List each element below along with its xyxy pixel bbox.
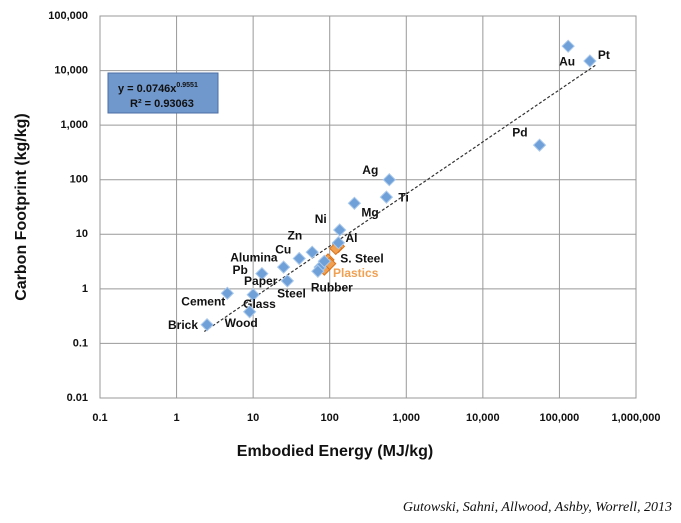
- point: [292, 251, 306, 266]
- plot-frame: [99, 15, 637, 399]
- point-label: Ni: [315, 212, 327, 226]
- point: [305, 245, 319, 259]
- y-tick-label: 100,000: [48, 10, 88, 22]
- point-label: Au: [559, 54, 575, 68]
- y-tick-label: 0.01: [67, 392, 88, 404]
- equation: y = 0.0746x0.9551: [118, 82, 198, 95]
- point-label: Alumina: [230, 250, 278, 264]
- point-label: Pb: [233, 263, 248, 277]
- point: [331, 236, 346, 250]
- point-label: Wood: [225, 316, 258, 330]
- point: [561, 39, 575, 53]
- x-tick-label: 100,000: [540, 412, 580, 424]
- equation-text: y = 0.0746x: [118, 83, 177, 95]
- point-label: Al: [345, 231, 357, 245]
- point-label: Ti: [398, 190, 408, 204]
- point: [280, 274, 295, 288]
- point: [255, 266, 269, 281]
- point-label: Rubber: [311, 280, 353, 294]
- y-tick-label: 1,000: [60, 119, 88, 131]
- plastics-label: Plastics: [333, 266, 379, 280]
- x-tick-label: 10,000: [466, 412, 500, 424]
- source: Gutowski, Sahni, Allwood, Ashby, Worrell…: [403, 500, 672, 515]
- point-label: Cu: [275, 243, 291, 257]
- x-tick-label: 0.1: [92, 412, 107, 424]
- point-label: Ag: [362, 163, 378, 177]
- r-squared: R² = 0.93063: [130, 98, 194, 110]
- y-tick-label: 0.1: [73, 337, 88, 349]
- point-label: Cement: [181, 294, 225, 308]
- point-label: Pd: [512, 125, 527, 139]
- point-label: S. Steel: [340, 251, 383, 265]
- y-tick-label: 1: [82, 283, 88, 295]
- point-label: Zn: [287, 228, 302, 242]
- point: [332, 223, 347, 237]
- x-tick-label: 10: [247, 412, 259, 424]
- point: [317, 254, 332, 268]
- y-tick-label: 10,000: [54, 64, 88, 76]
- x-tick-label: 1,000: [393, 412, 421, 424]
- point: [242, 305, 257, 319]
- point-label: Steel: [277, 286, 306, 300]
- y-tick-label: 100: [70, 174, 88, 186]
- point: [276, 260, 291, 274]
- point: [583, 54, 597, 68]
- x-tick-label: 1,000,000: [612, 412, 661, 424]
- point-label: Brick: [168, 318, 198, 332]
- point: [200, 318, 214, 332]
- point: [246, 288, 260, 302]
- equation-exponent: 0.9551: [176, 82, 198, 89]
- point: [347, 196, 362, 210]
- y-tick-label: 10: [76, 228, 88, 240]
- x-tick-label: 1: [174, 412, 180, 424]
- y-axis-label: Carbon Footprint (kg/kg): [13, 113, 30, 301]
- point: [379, 190, 394, 204]
- point-label: Mg: [361, 205, 378, 219]
- point: [220, 286, 235, 300]
- x-tick-label: 100: [321, 412, 339, 424]
- point-label: Paper: [244, 274, 278, 288]
- equation-box: [107, 72, 219, 114]
- point: [311, 264, 325, 278]
- point-label: Pt: [598, 48, 610, 62]
- x-axis-label: Embodied Energy (MJ/kg): [237, 443, 433, 460]
- point: [532, 138, 547, 152]
- trend-line: [203, 64, 597, 332]
- point: [382, 173, 397, 187]
